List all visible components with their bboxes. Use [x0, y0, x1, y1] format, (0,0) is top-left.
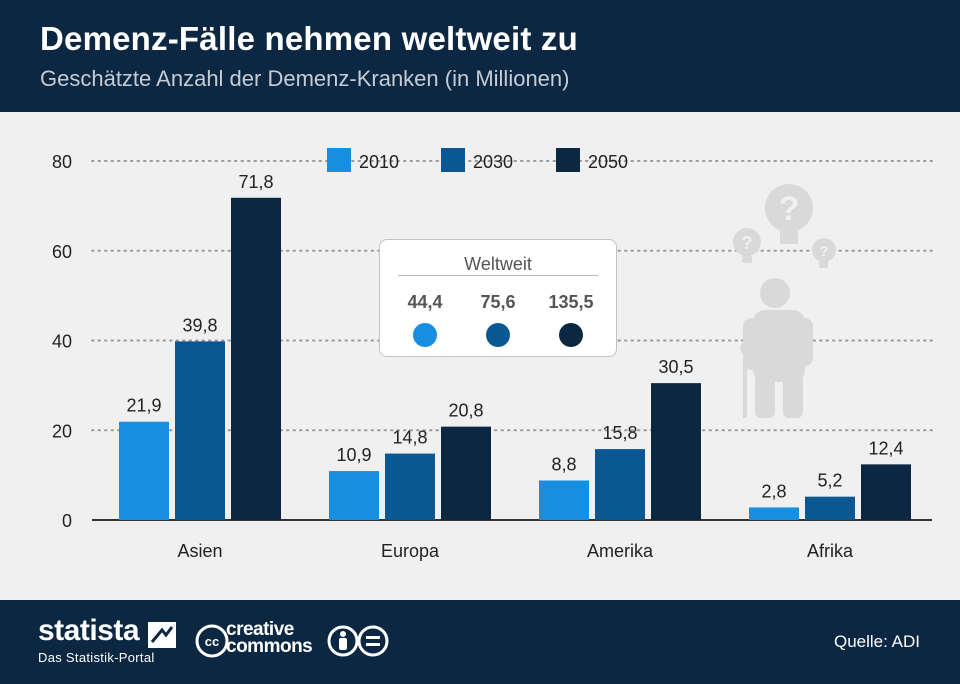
weltweit-title: Weltweit	[464, 254, 532, 274]
data-label: 14,8	[392, 428, 427, 448]
header: Demenz-Fälle nehmen weltweit zu Geschätz…	[0, 0, 960, 112]
y-tick-label: 80	[52, 152, 72, 172]
legend-label-2030: 2030	[473, 152, 513, 172]
legend-label-2050: 2050	[588, 152, 628, 172]
dot-2010-icon	[413, 323, 437, 347]
y-tick-label: 40	[52, 332, 72, 352]
legend-swatch-2010	[327, 148, 351, 172]
source-label: Quelle: ADI	[834, 632, 920, 651]
cc-line-2: commons	[226, 636, 313, 657]
weltweit-divider	[398, 275, 598, 276]
attribution-icon[interactable]	[326, 624, 360, 658]
data-label: 15,8	[602, 423, 637, 443]
creative-commons-text: creative commons	[226, 619, 313, 657]
x-tick-label: Amerika	[587, 541, 654, 561]
data-label: 39,8	[182, 315, 217, 335]
svg-text:?: ?	[742, 233, 753, 253]
cc-line-1: creative	[226, 619, 294, 640]
bar-2010-europa	[329, 471, 379, 520]
svg-text:?: ?	[779, 190, 800, 228]
bar-2050-asien	[231, 197, 281, 521]
data-label: 12,4	[868, 438, 903, 458]
statista-logo[interactable]: statista	[38, 614, 140, 647]
data-label: 21,9	[126, 396, 161, 416]
weltweit-2030: 75,6	[463, 292, 533, 347]
footer: statista Das Statistik-Portal cc creativ…	[0, 600, 960, 684]
bar-2010-amerika	[539, 480, 589, 520]
bar-2030-afrika	[805, 496, 855, 520]
y-tick-label: 60	[52, 242, 72, 262]
bar-2050-europa	[441, 426, 491, 520]
weltweit-2050: 135,5	[536, 292, 606, 347]
bar-2010-asien	[119, 421, 169, 520]
chart-title: Demenz-Fälle nehmen weltweit zu	[40, 20, 578, 57]
svg-text:?: ?	[819, 243, 828, 260]
data-label: 10,9	[336, 445, 371, 465]
data-label: 71,8	[238, 172, 273, 192]
statista-mark-icon	[148, 622, 176, 648]
bar-chart: 0 20 40 60 80 21,9 39,8 71,8 Asien 10,9 14,8 20,8 Eu…	[52, 148, 933, 561]
creative-commons-icon[interactable]: cc	[195, 624, 229, 658]
dot-2030-icon	[486, 323, 510, 347]
x-tick-label: Europa	[381, 541, 440, 561]
data-label: 20,8	[448, 401, 483, 421]
data-label: 2,8	[761, 481, 786, 501]
legend-label-2010: 2010	[359, 152, 399, 172]
weltweit-2010: 44,4	[390, 292, 460, 347]
bar-2010-afrika	[749, 507, 799, 520]
bar-2050-amerika	[651, 383, 701, 520]
chart-subtitle: Geschätzte Anzahl der Demenz-Kranken (in…	[40, 66, 570, 91]
weltweit-value-2050: 135,5	[548, 292, 594, 312]
bar-2030-amerika	[595, 449, 645, 520]
y-tick-label: 0	[62, 511, 72, 531]
bar-2030-europa	[385, 453, 435, 520]
data-label: 30,5	[658, 357, 693, 377]
svg-text:cc: cc	[205, 634, 219, 649]
bar-2030-asien	[175, 341, 225, 520]
weltweit-value-2030: 75,6	[480, 292, 516, 312]
statista-tagline: Das Statistik-Portal	[38, 650, 155, 665]
weltweit-value-2010: 44,4	[407, 292, 443, 312]
thinking-person-icon: ? ? ?	[733, 184, 836, 418]
x-tick-label: Asien	[177, 541, 222, 561]
data-label: 5,2	[817, 471, 842, 491]
legend-swatch-2030	[441, 148, 465, 172]
legend-swatch-2050	[556, 148, 580, 172]
no-derivatives-icon[interactable]	[356, 624, 390, 658]
bar-2050-afrika	[861, 464, 911, 520]
x-tick-label: Afrika	[807, 541, 854, 561]
dot-2050-icon	[559, 323, 583, 347]
weltweit-summary: Weltweit 44,4 75,6 135,5	[379, 239, 617, 357]
data-label: 8,8	[551, 455, 576, 475]
y-tick-label: 20	[52, 421, 72, 441]
